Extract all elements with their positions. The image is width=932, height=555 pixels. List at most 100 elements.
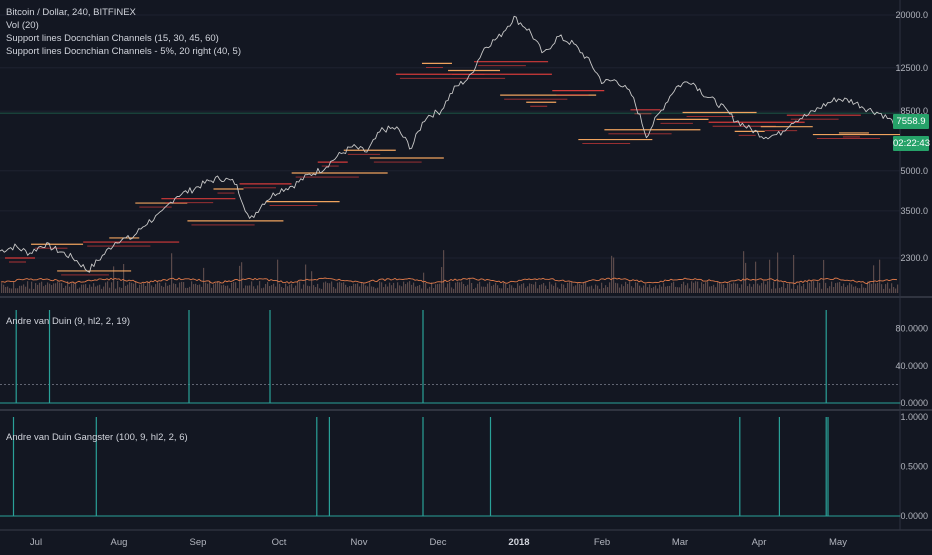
main-legend[interactable]: Bitcoin / Dollar, 240, BITFINEX Vol (20)… [6, 6, 241, 58]
volume-bar [7, 286, 9, 293]
volume-bar [163, 286, 165, 293]
volume-bar [641, 287, 643, 293]
volume-bar [681, 283, 683, 293]
volume-bar [79, 287, 81, 293]
volume-bar [23, 284, 25, 293]
volume-bar [69, 286, 71, 293]
volume-bar [119, 287, 121, 293]
volume-bar [401, 286, 403, 293]
andre-van-duin-gangster-pane [0, 417, 900, 517]
volume-bar [487, 283, 489, 293]
volume-bar [51, 285, 53, 293]
volume-bar [447, 283, 449, 293]
volume-bar [195, 283, 197, 293]
volume-bar [277, 259, 279, 293]
volume-bar [265, 283, 267, 293]
volume-bar [9, 288, 11, 293]
legend-andre-van-duin-gangster[interactable]: Andre van Duin Gangster (100, 9, hl2, 2,… [6, 432, 188, 443]
volume-bar [337, 282, 339, 293]
volume-bar [547, 288, 549, 293]
last-price-badge: 7558.9 [893, 114, 929, 129]
volume-bar [445, 287, 447, 293]
volume-bar [561, 283, 563, 293]
volume-bar [799, 282, 801, 293]
volume-bar [889, 288, 891, 293]
volume-bar [257, 285, 259, 293]
volume-bar [387, 286, 389, 293]
volume-bar [727, 283, 729, 293]
volume-bar [633, 287, 635, 293]
volume-bar [891, 283, 893, 293]
volume-bar [821, 288, 823, 293]
volume-bar [485, 286, 487, 293]
volume-bar [529, 283, 531, 293]
legend-andre-van-duin[interactable]: Andre van Duin (9, hl2, 2, 19) [6, 316, 131, 327]
volume-bar [379, 281, 381, 293]
volume-bar [793, 255, 795, 293]
volume-bar [261, 288, 263, 293]
volume-bar [363, 282, 365, 293]
time-axis-tick-6: 2018 [508, 537, 529, 548]
volume-bar [251, 281, 253, 293]
volume-bar [237, 288, 239, 293]
volume-bar [313, 285, 315, 293]
volume-bar [685, 285, 687, 293]
volume-bar [45, 284, 47, 293]
volume-bar [885, 284, 887, 293]
volume-bar [583, 282, 585, 293]
volume-bar [441, 267, 443, 293]
volume-bar [857, 287, 859, 293]
volume-bar [207, 283, 209, 293]
legend-donchian-2[interactable]: Support lines Docnchian Channels - 5%, 2… [6, 46, 241, 57]
volume-bar [43, 286, 45, 293]
volume-bar [661, 286, 663, 293]
volume-bar [167, 285, 169, 293]
volume-bar [469, 278, 471, 293]
volume-bar [373, 286, 375, 293]
volume-bar [293, 287, 295, 293]
volume-bar [381, 282, 383, 293]
volume-bar [157, 281, 159, 293]
volume-bar [851, 284, 853, 293]
pane2-axis-tick-1: 40.0000 [895, 361, 928, 371]
volume-bar [439, 283, 441, 293]
volume-bar [677, 287, 679, 293]
volume-bar [117, 281, 119, 293]
volume-bar [731, 283, 733, 293]
volume-bar [803, 283, 805, 293]
volume-bar [59, 282, 61, 293]
volume-bar [53, 283, 55, 293]
volume-bar [783, 282, 785, 293]
time-axis-tick-5: Dec [430, 537, 447, 548]
volume-bar [501, 288, 503, 293]
volume-bar [471, 282, 473, 293]
volume-bar [143, 283, 145, 293]
volume-bar [867, 281, 869, 293]
volume-bar [305, 264, 307, 293]
time-axis-tick-8: Mar [672, 537, 688, 548]
legend-donchian-1[interactable]: Support lines Docnchian Channels (15, 30… [6, 33, 219, 44]
legend-symbol[interactable]: Bitcoin / Dollar, 240, BITFINEX [6, 7, 136, 18]
volume-bar [109, 287, 111, 293]
volume-bar [301, 288, 303, 293]
volume-bar [377, 287, 379, 293]
volume-bar [577, 282, 579, 293]
volume-bar [129, 282, 131, 293]
volume-bar [197, 285, 199, 293]
volume-bar [605, 285, 607, 293]
volume-bar [177, 287, 179, 293]
volume-bar [55, 283, 57, 293]
volume-bar [637, 282, 639, 293]
volume-bar [771, 288, 773, 293]
volume-bar [255, 288, 257, 293]
volume-bar [871, 283, 873, 293]
volume-bar [645, 283, 647, 293]
volume-bar [507, 287, 509, 293]
volume-bar [741, 284, 743, 293]
volume-bar [297, 281, 299, 293]
volume-bar [87, 287, 89, 293]
legend-volume[interactable]: Vol (20) [6, 20, 39, 31]
volume-bar [63, 287, 65, 293]
volume-bar [615, 282, 617, 293]
